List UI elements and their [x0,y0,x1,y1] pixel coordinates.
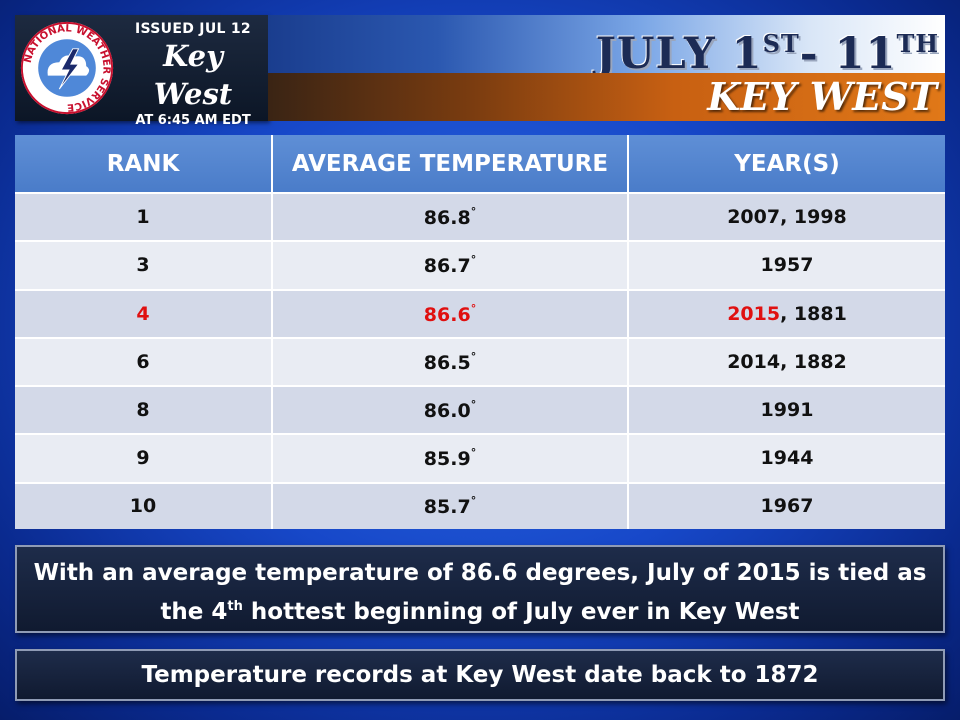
page-title: JULY 1ST- 11TH [596,15,939,83]
table-row: 6 86.5° 2014, 1882 [15,336,945,386]
rank-cell: 3 [15,240,273,290]
ranking-table: RANK AVERAGE TEMPERATURE YEAR(S) 1 86.8°… [15,135,945,529]
years-cell: 1967 [628,481,945,529]
temperature-value: 86.6 [423,303,471,326]
temperature-value: 85.9 [423,448,471,471]
rank-cell: 4 [15,288,273,338]
temperature-cell: 86.0° [272,384,629,435]
temperature-cell: 86.6° [272,288,629,338]
issued-label: ISSUED JUL 12 [135,21,251,37]
summary-note: With an average temperature of 86.6 degr… [15,545,945,633]
title-sup-2: TH [896,29,939,58]
years-cell: 1944 [628,433,945,483]
temperature-value: 85.7 [423,496,471,519]
years-cell: 1957 [628,240,945,290]
records-note: Temperature records at Key West date bac… [15,649,945,701]
rank-cell: 8 [15,384,273,435]
temperature-value: 86.8 [423,207,471,230]
page-subtitle: KEY WEST [707,74,937,119]
header-rank: RANK [15,135,273,193]
summary-line-2-post: hottest beginning of July ever in Key We… [242,599,800,625]
rank-cell: 10 [15,481,273,529]
table-header-row: RANK AVERAGE TEMPERATURE YEAR(S) [15,135,945,193]
degree-symbol: ° [470,349,477,363]
summary-line-2: the 4th hottest beginning of July ever i… [17,590,943,629]
title-part-1: JULY 1 [595,29,763,79]
temperature-cell: 86.8° [272,191,629,242]
temperature-value: 86.0 [423,400,471,423]
temperature-value: 86.5 [423,351,471,374]
years-cell: 2007, 1998 [628,191,945,242]
records-text: Temperature records at Key West date bac… [141,662,819,688]
temperature-cell: 85.7° [272,481,629,529]
issued-place: Key West [153,39,233,111]
degree-symbol: ° [470,301,477,315]
table-row: 9 85.9° 1944 [15,433,945,483]
rank-cell: 6 [15,336,273,386]
degree-symbol: ° [470,205,477,219]
summary-line-1: With an average temperature of 86.6 degr… [33,560,927,586]
temperature-cell: 85.9° [272,433,629,483]
degree-symbol: ° [470,253,477,267]
subtitle-banner: KEY WEST [268,73,945,121]
summary-line-2-sup: th [227,599,243,614]
years-cell: 2015, 1881 [628,288,945,338]
issued-time: AT 6:45 AM EDT [135,113,251,128]
title-part-2: - 11 [799,29,897,79]
header: NATIONAL WEATHER SERVICE ISSUED JUL 12 K… [15,15,945,128]
rank-cell: 1 [15,191,273,242]
title-sup-1: ST [762,29,800,58]
summary-line-2-pre: the 4 [160,599,228,625]
rank-cell: 9 [15,433,273,483]
highlighted-year: 2015 [727,302,781,325]
other-years: , 1881 [780,302,847,325]
logo-panel: NATIONAL WEATHER SERVICE ISSUED JUL 12 K… [15,15,268,128]
years-cell: 2014, 1882 [628,336,945,386]
degree-symbol: ° [470,446,477,460]
table-row: 8 86.0° 1991 [15,384,945,435]
temperature-cell: 86.5° [272,336,629,386]
header-average-temperature: AVERAGE TEMPERATURE [272,135,629,193]
table-row: 3 86.7° 1957 [15,240,945,290]
table-row: 1 86.8° 2007, 1998 [15,191,945,242]
years-cell: 1991 [628,384,945,435]
title-banner: JULY 1ST- 11TH [268,15,945,79]
temperature-cell: 86.7° [272,240,629,290]
table-row-highlighted: 4 86.6° 2015, 1881 [15,288,945,338]
temperature-value: 86.7 [423,255,471,278]
table-row: 10 85.7° 1967 [15,481,945,529]
nws-logo-icon: NATIONAL WEATHER SERVICE [20,21,114,115]
header-years: YEAR(S) [628,135,945,193]
issued-block: ISSUED JUL 12 Key West AT 6:45 AM EDT [123,21,263,128]
degree-symbol: ° [470,398,477,412]
degree-symbol: ° [470,494,477,508]
